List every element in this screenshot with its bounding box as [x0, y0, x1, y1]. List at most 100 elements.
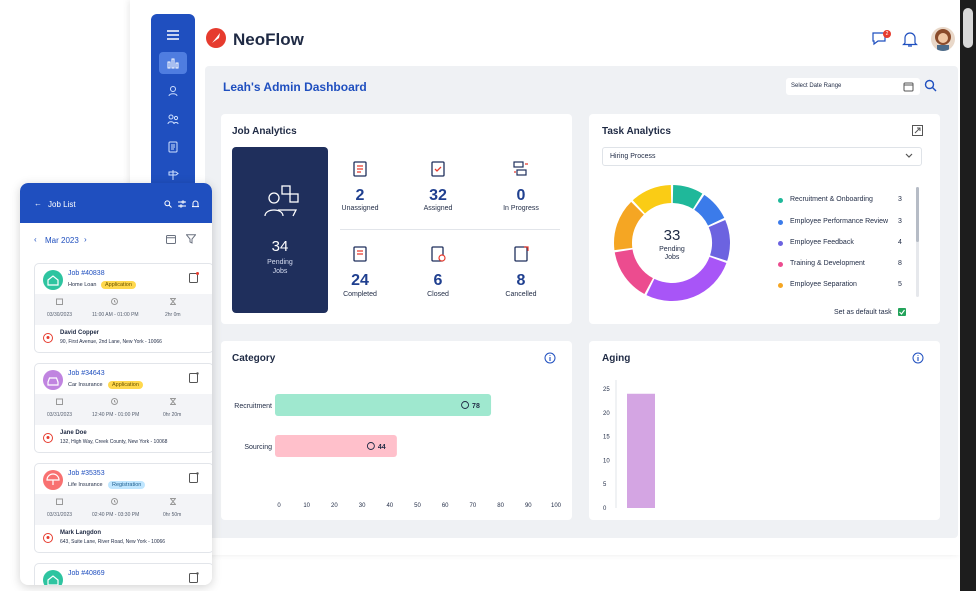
completed-value: 24 — [351, 272, 369, 289]
donut-segment[interactable] — [632, 185, 672, 214]
search-icon[interactable] — [924, 79, 937, 92]
info-icon[interactable] — [544, 352, 556, 364]
assigned-value: 32 — [429, 187, 447, 204]
job-time: 12:40 PM - 01:00 PM — [92, 412, 140, 418]
donut-segment[interactable] — [708, 219, 730, 261]
month-prev-icon[interactable]: ‹ — [34, 235, 37, 244]
donut-segment[interactable] — [614, 249, 653, 295]
job-duration: 0hr 20m — [163, 412, 182, 418]
task-analytics-title: Task Analytics — [602, 126, 671, 137]
pending-jobs-label: Pending Jobs — [267, 259, 293, 275]
month-next-icon[interactable]: › — [84, 235, 87, 244]
x-tick-label: 50 — [414, 503, 421, 509]
donut-segment[interactable] — [694, 194, 725, 226]
avatar[interactable] — [931, 27, 955, 51]
x-tick-label: 20 — [331, 503, 338, 509]
contact-name: Jane Doe — [60, 430, 87, 436]
signpost-icon — [168, 170, 179, 180]
calendar-icon[interactable] — [903, 81, 914, 92]
scroll-thumb[interactable] — [963, 8, 973, 48]
completed-label: Completed — [343, 291, 377, 298]
contact-address: 132, High Way, Creek County, New York - … — [60, 439, 168, 445]
umbrella-icon — [43, 470, 63, 490]
job-id: Job #35353 — [68, 470, 105, 477]
car-icon — [43, 370, 63, 390]
sidebar-item-directions[interactable] — [159, 164, 187, 186]
closed-label: Closed — [427, 291, 449, 298]
default-task-checkbox[interactable] — [898, 308, 906, 316]
task-type-select[interactable]: Hiring Process — [602, 147, 922, 166]
unassigned-label: Unassigned — [341, 205, 379, 212]
y-tick-label: 25 — [603, 387, 610, 393]
page-scrollbar[interactable] — [960, 0, 976, 591]
donut-segment[interactable] — [672, 185, 703, 209]
donut-center-value: 33 — [663, 227, 681, 244]
legend-name: Recruitment & Onboarding — [790, 196, 873, 203]
legend-scroll-thumb[interactable] — [916, 187, 919, 242]
y-tick-label: 0 — [603, 506, 607, 512]
category-card — [221, 341, 572, 520]
sidebar-item-users[interactable] — [159, 80, 187, 102]
aging-bar-chart: 25 20 15 10 5 0 — [603, 380, 655, 512]
job-card[interactable]: Job #40838 Home Loan Application 03/30/2… — [34, 263, 212, 353]
bell-icon[interactable] — [902, 30, 918, 48]
back-arrow-icon[interactable]: ← — [34, 199, 42, 208]
menu-icon[interactable] — [159, 24, 187, 46]
job-card[interactable]: Job #40869 — [34, 563, 212, 585]
search-icon[interactable] — [164, 200, 172, 208]
month-label[interactable]: Mar 2023 — [45, 236, 79, 245]
legend-count: 3 — [898, 218, 902, 225]
contact-address: 90, First Avenue, 2nd Lane, New York - 1… — [60, 339, 162, 345]
team-meeting-icon — [260, 184, 300, 218]
legend-dot — [778, 198, 783, 203]
pending-jobs-tile[interactable]: 34 Pending Jobs — [232, 147, 328, 313]
cancelled-value: 8 — [516, 272, 526, 289]
calendar-icon — [56, 498, 63, 505]
category-bar[interactable] — [275, 435, 397, 457]
legend-dot — [778, 241, 783, 246]
contact-name: Mark Langdon — [60, 530, 102, 536]
job-schedule: 03/31/2023 12:40 PM - 01:00 PM 0hr 20m — [35, 394, 212, 425]
x-tick-label: 100 — [551, 503, 562, 509]
category-bar[interactable] — [275, 394, 492, 416]
category-label: Recruitment — [234, 403, 272, 410]
unassigned-value: 2 — [355, 187, 365, 204]
sidebar-item-dashboard[interactable] — [159, 52, 187, 74]
job-action-icon[interactable] — [189, 472, 199, 483]
job-card[interactable]: Job #34643 Car Insurance Application 03/… — [34, 363, 212, 453]
date-range-field[interactable]: Select Date Range — [786, 78, 920, 95]
job-action-icon[interactable] — [189, 372, 199, 383]
job-duration: 2hr 0m — [165, 312, 181, 318]
job-action-icon[interactable] — [189, 572, 199, 583]
sidebar-item-team[interactable] — [159, 108, 187, 130]
brand-name: NeoFlow — [233, 30, 304, 49]
job-date: 03/31/2023 — [47, 512, 73, 518]
team-icon — [167, 114, 179, 125]
in-progress-label: In Progress — [503, 205, 539, 212]
donut-center-label: Pending Jobs — [659, 246, 685, 261]
aging-bar[interactable] — [627, 393, 655, 508]
default-task-label: Set as default task — [834, 309, 892, 316]
legend-scrollbar[interactable] — [916, 187, 919, 297]
job-list-panel: ← Job List ‹ Mar 2023 › Job #40838 Home … — [20, 183, 212, 585]
sliders-icon[interactable] — [178, 200, 186, 208]
calendar-icon[interactable] — [166, 234, 176, 244]
x-tick-label: 60 — [442, 503, 449, 509]
job-date: 03/30/2023 — [47, 312, 73, 318]
donut-segment[interactable] — [646, 256, 727, 301]
job-id: Job #34643 — [68, 370, 105, 377]
job-tag: Application — [108, 381, 143, 389]
expand-icon[interactable] — [912, 125, 923, 136]
filter-icon[interactable] — [186, 234, 196, 244]
info-icon[interactable] — [912, 352, 924, 364]
sidebar-item-documents[interactable] — [159, 136, 187, 158]
x-tick-label: 10 — [303, 503, 310, 509]
unassigned-icon — [351, 160, 369, 178]
donut-segment[interactable] — [614, 201, 644, 251]
job-card[interactable]: Job #35353 Life Insurance Registration 0… — [34, 463, 212, 553]
closed-value: 6 — [433, 272, 443, 289]
bell-icon[interactable] — [192, 200, 199, 208]
job-action-icon[interactable] — [189, 272, 199, 283]
aging-title: Aging — [602, 353, 631, 364]
user-icon — [168, 86, 178, 97]
